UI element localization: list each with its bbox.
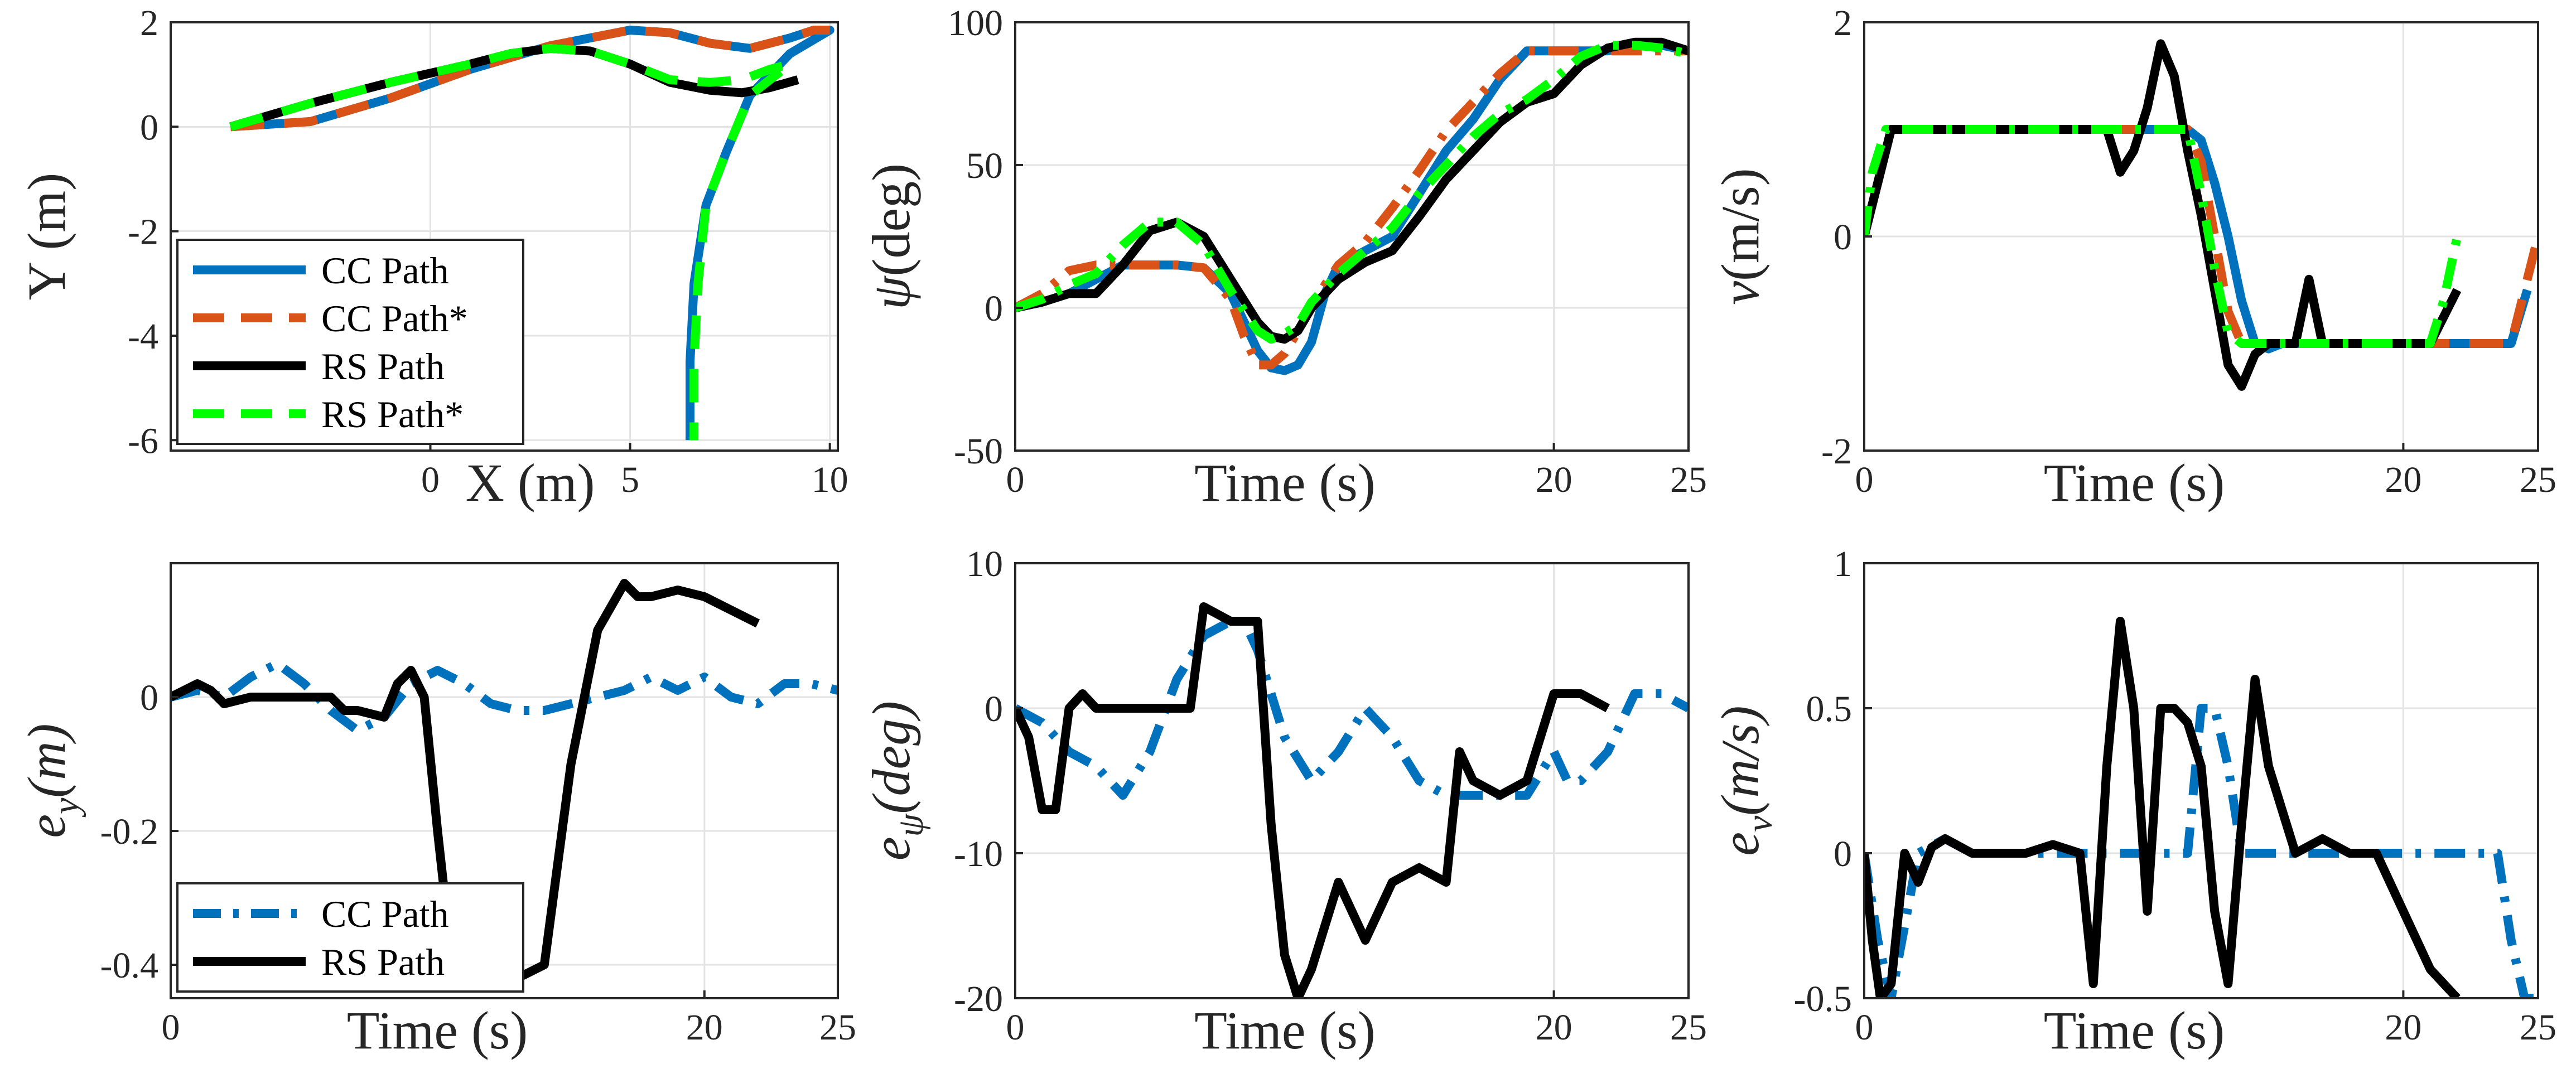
- x-axis-label: Time (s): [2044, 1000, 2225, 1060]
- y-tick-label: -0.4: [100, 945, 158, 986]
- legend-label: CC Path: [321, 249, 449, 292]
- series-line-rs-pathstar: [1015, 41, 1689, 344]
- y-tick-label: 0: [140, 107, 158, 148]
- series-line-rs-path: [1015, 37, 1689, 344]
- x-tick-label: 0: [1855, 1007, 1874, 1048]
- y-tick-label: 50: [966, 146, 1003, 186]
- y-tick-label: 1: [1834, 544, 1852, 584]
- chart-path: 0 5 10 -6 -4 -2 0 2 X (m) Y (m) CC Path CC Path* RS …: [17, 3, 848, 512]
- y-axis-label: ev(m/s): [1710, 705, 1780, 855]
- y-axis-label: v(m/s): [1710, 168, 1770, 304]
- x-tick-label: 25: [819, 1007, 856, 1048]
- y-tick-label: -10: [954, 834, 1003, 874]
- series-line-cc-pathstar: [230, 26, 830, 132]
- axis-box-epsi: [1014, 562, 1690, 999]
- series-line-rs-path: [171, 579, 760, 983]
- x-tick-label: 20: [686, 1007, 723, 1048]
- axis-box-ev: [1863, 562, 2539, 999]
- x-axis-label: Time (s): [2044, 453, 2225, 512]
- y-tick-label: -4: [128, 316, 158, 357]
- plot-area-psi: [1015, 22, 1689, 451]
- series-line-rs-pathstar: [229, 43, 795, 441]
- legend-box: [176, 882, 524, 993]
- y-tick-label: 2: [1834, 3, 1852, 43]
- x-axis-label: Time (s): [1194, 453, 1376, 512]
- y-tick-label: -6: [128, 420, 158, 461]
- legend-label: RS Path: [321, 941, 445, 983]
- y-tick-label: -20: [954, 979, 1003, 1019]
- y-tick-label: -50: [954, 431, 1003, 472]
- x-tick-label: 0: [1006, 1007, 1025, 1048]
- y-axis-label: ψ(deg): [861, 163, 921, 310]
- y-tick-label: 0: [985, 689, 1003, 729]
- legend-label: RS Path: [321, 345, 445, 388]
- x-tick-label: 20: [2385, 460, 2421, 500]
- series-line-cc-path: [1864, 704, 2538, 998]
- axis-box-ey: [170, 562, 839, 999]
- x-tick-label: 25: [1670, 460, 1707, 500]
- legend-label: RS Path*: [321, 393, 464, 436]
- y-tick-label: -2: [128, 212, 158, 253]
- series-line-rs-path: [1015, 602, 1610, 998]
- y-tick-label: 0: [985, 288, 1003, 329]
- y-axis-label: ey(m): [17, 723, 86, 838]
- legend-label: CC Path: [321, 893, 449, 935]
- series-line-cc-pathstar: [1015, 46, 1689, 370]
- y-tick-label: 0: [1834, 834, 1852, 874]
- legend-label: CC Path*: [321, 297, 468, 340]
- y-tick-label: -0.5: [1794, 979, 1852, 1019]
- chart-ey: 0 20 25 -0.4 -0.2 0 Time (s) ey(m) CC Path RS Pat…: [17, 562, 856, 1060]
- x-tick-label: 0: [421, 460, 440, 500]
- x-tick-label: 5: [621, 460, 639, 500]
- y-axis-label: eψ(deg): [861, 701, 931, 860]
- x-tick-label: 0: [1006, 460, 1025, 500]
- x-tick-label: 25: [2520, 460, 2556, 500]
- x-tick-label: 20: [2385, 1007, 2421, 1048]
- x-tick-label: 25: [2520, 1007, 2556, 1048]
- x-tick-label: 0: [1855, 460, 1874, 500]
- axis-box-psi: [1014, 21, 1690, 452]
- chart-epsi: 0 20 25 -20 -10 0 10 Time (s) eψ(deg): [861, 544, 1707, 1060]
- y-tick-label: 0.5: [1806, 689, 1853, 729]
- series-line-cc-path: [230, 26, 834, 441]
- y-tick-label: 100: [948, 3, 1003, 43]
- y-axis-label: Y (m): [17, 173, 76, 300]
- legend-path: CC Path CC Path* RS Path RS Path*: [176, 239, 524, 445]
- x-tick-label: 0: [162, 1007, 180, 1048]
- x-axis-label: Time (s): [1194, 1000, 1376, 1060]
- x-axis-label: Time (s): [347, 1000, 528, 1060]
- y-tick-label: -2: [1821, 431, 1852, 472]
- y-tick-label: 0: [1834, 217, 1852, 258]
- x-tick-label: 10: [812, 460, 848, 500]
- series-line-cc-path: [171, 659, 838, 735]
- y-tick-label: 2: [140, 3, 158, 43]
- plot-area-epsi: [1015, 563, 1689, 998]
- x-tick-label: 20: [1536, 1007, 1572, 1048]
- y-tick-label: 0: [140, 678, 158, 718]
- series-line-rs-pathstar: [1864, 125, 2462, 348]
- series-line-rs-path: [1864, 617, 2461, 998]
- legend-ey: CC Path RS Path: [176, 882, 524, 993]
- y-tick-label: -0.2: [100, 811, 158, 852]
- x-axis-label: X (m): [466, 453, 595, 512]
- x-tick-label: 25: [1670, 1007, 1707, 1048]
- axis-box-path: [170, 21, 839, 452]
- x-tick-label: 20: [1536, 460, 1572, 500]
- y-tick-label: 10: [966, 544, 1003, 584]
